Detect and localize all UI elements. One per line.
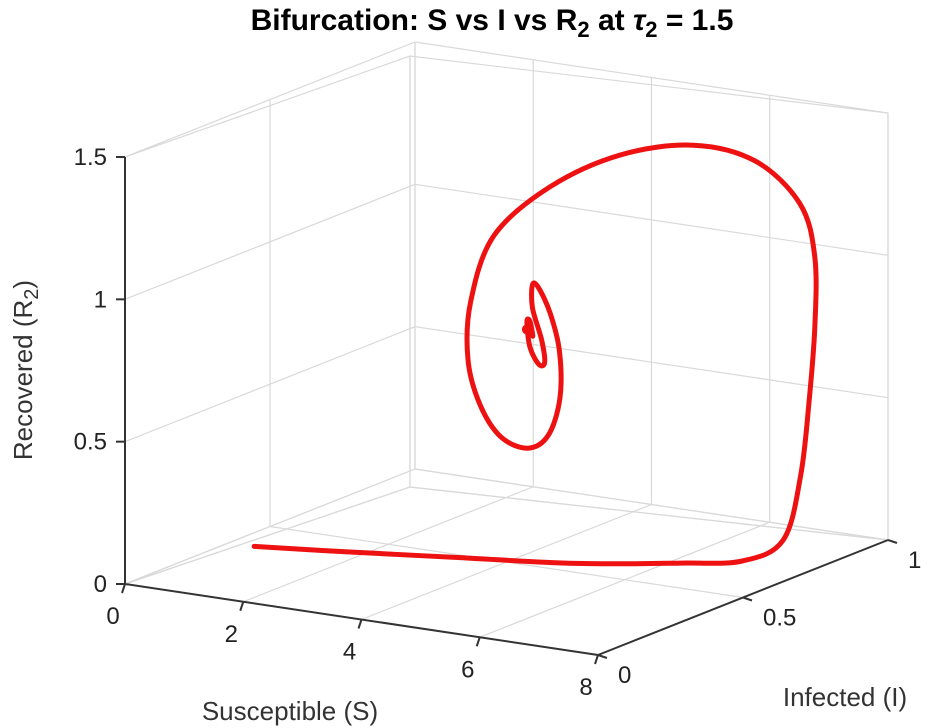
z-label-main: Recovered (R [8, 300, 38, 460]
y-tick-label: 1 [908, 547, 921, 574]
y-tick-mark [742, 596, 753, 602]
x-tick-label: 8 [579, 674, 592, 701]
y-axis-label: Infected (I) [783, 682, 907, 712]
z-tick-label: 1 [94, 286, 107, 313]
z-label-sub: 2 [21, 289, 43, 300]
title-prefix-sub: 2 [577, 17, 589, 42]
title-tau-sub: 2 [645, 17, 657, 42]
y-tick-mark [887, 539, 898, 544]
z-tick-label: 1.5 [74, 144, 107, 171]
title-mid: at [590, 4, 633, 37]
z-tick-label: 0 [94, 571, 107, 598]
trajectory-line [251, 142, 819, 567]
back-wall-left [124, 55, 411, 585]
title-suffix: = 1.5 [657, 4, 733, 37]
x-tick-mark [594, 654, 599, 665]
tick-marks [116, 156, 898, 665]
title-tau: τ [633, 4, 647, 37]
y-tick-mark [597, 654, 608, 659]
z-tick-label: 0.5 [74, 429, 107, 456]
x-tick-label: 4 [343, 639, 356, 666]
grid-line-y-floor [414, 468, 889, 541]
series-layer [251, 142, 819, 567]
z-label-close: ) [8, 280, 38, 289]
x-tick-label: 0 [106, 603, 119, 630]
grid-lines [124, 41, 889, 656]
y-tick-label: 0 [618, 662, 631, 689]
y-tick-label: 0.5 [763, 605, 796, 632]
title-prefix: Bifurcation: S vs I vs R [251, 4, 578, 37]
chart-title: Bifurcation: S vs I vs R2 at τ2 = 1.5 [251, 4, 734, 42]
x-tick-mark [475, 636, 481, 647]
x-axis-label: Susceptible (S) [202, 696, 378, 726]
z-axis-label: Recovered (R2) [8, 280, 43, 460]
x-tick-mark [239, 601, 245, 612]
spiral-center-point [521, 324, 532, 335]
x-tick-label: 6 [461, 656, 474, 683]
x-tick-label: 2 [225, 621, 238, 648]
x-tick-mark [357, 619, 363, 629]
x-tick-mark [121, 583, 126, 594]
